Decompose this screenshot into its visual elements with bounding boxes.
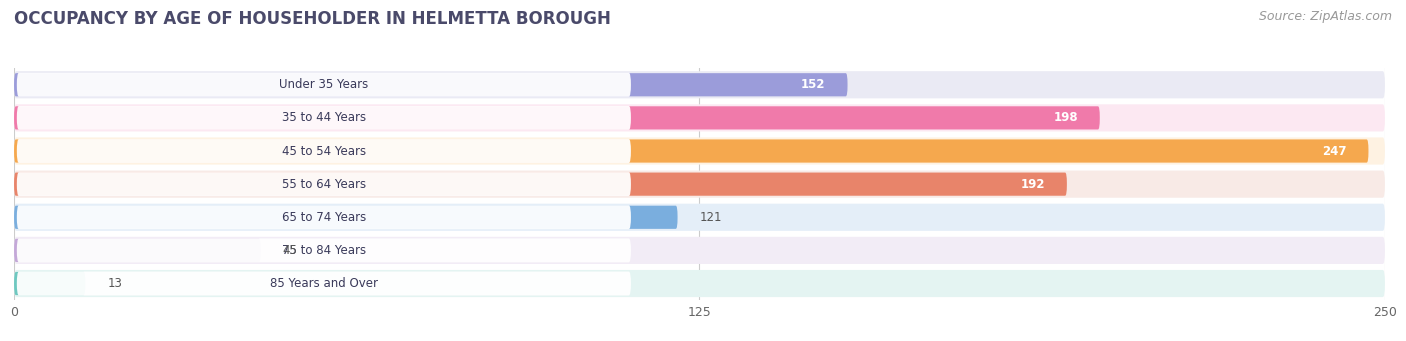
Text: 45: 45 [283,244,298,257]
FancyBboxPatch shape [17,205,631,229]
FancyBboxPatch shape [17,73,631,97]
FancyBboxPatch shape [14,106,1099,130]
Text: 198: 198 [1053,112,1078,124]
Text: OCCUPANCY BY AGE OF HOUSEHOLDER IN HELMETTA BOROUGH: OCCUPANCY BY AGE OF HOUSEHOLDER IN HELME… [14,10,612,28]
Text: 65 to 74 Years: 65 to 74 Years [281,211,366,224]
Text: 152: 152 [801,78,825,91]
Text: 85 Years and Over: 85 Years and Over [270,277,378,290]
Text: 55 to 64 Years: 55 to 64 Years [281,178,366,191]
FancyBboxPatch shape [14,270,1385,297]
FancyBboxPatch shape [14,73,848,97]
FancyBboxPatch shape [14,170,1385,198]
FancyBboxPatch shape [14,206,678,229]
FancyBboxPatch shape [17,106,631,130]
Text: 75 to 84 Years: 75 to 84 Years [281,244,366,257]
Text: Source: ZipAtlas.com: Source: ZipAtlas.com [1258,10,1392,23]
FancyBboxPatch shape [17,271,631,295]
FancyBboxPatch shape [17,139,631,163]
FancyBboxPatch shape [14,104,1385,132]
FancyBboxPatch shape [14,173,1067,196]
FancyBboxPatch shape [14,239,262,262]
FancyBboxPatch shape [17,238,631,262]
Text: 45 to 54 Years: 45 to 54 Years [281,145,366,158]
Text: 35 to 44 Years: 35 to 44 Years [281,112,366,124]
Text: 13: 13 [107,277,122,290]
FancyBboxPatch shape [14,137,1385,165]
Text: 121: 121 [700,211,723,224]
FancyBboxPatch shape [14,139,1368,163]
FancyBboxPatch shape [14,71,1385,98]
FancyBboxPatch shape [14,272,86,295]
Text: Under 35 Years: Under 35 Years [280,78,368,91]
Text: 247: 247 [1322,145,1347,158]
FancyBboxPatch shape [14,237,1385,264]
FancyBboxPatch shape [14,204,1385,231]
Text: 192: 192 [1021,178,1045,191]
FancyBboxPatch shape [17,172,631,196]
